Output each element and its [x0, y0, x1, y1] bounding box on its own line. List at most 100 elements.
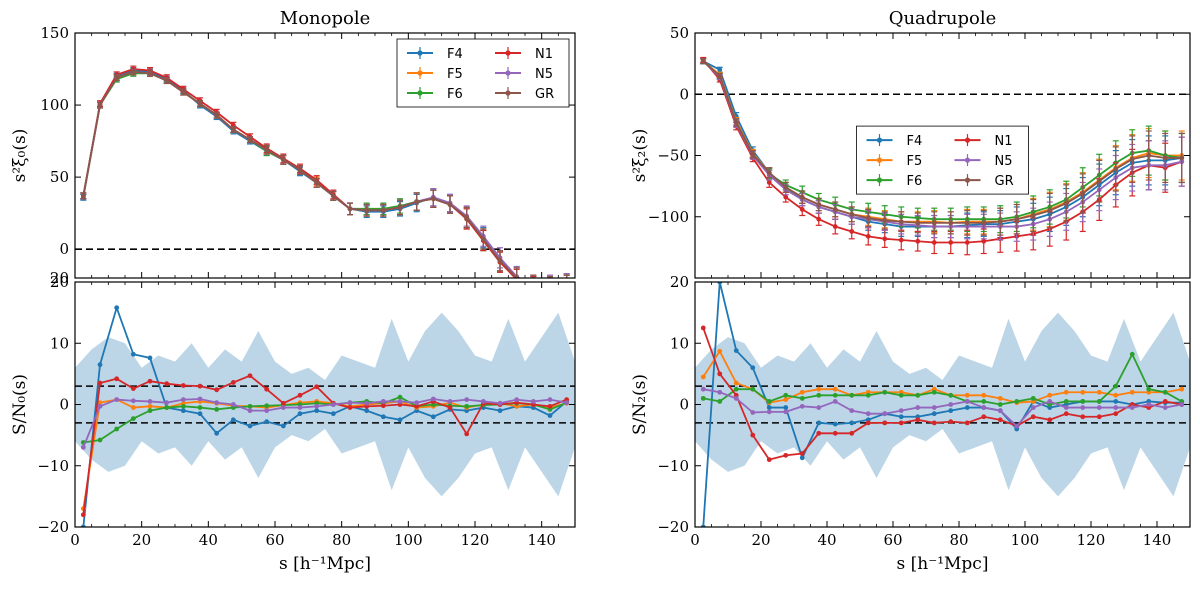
data-point — [915, 392, 921, 398]
data-point — [783, 409, 789, 415]
legend: F4 F5 F6 N1 N5 GR — [396, 38, 570, 108]
data-point — [948, 419, 954, 425]
data-point — [948, 408, 954, 414]
data-point — [1080, 389, 1086, 395]
data-point — [1096, 389, 1102, 395]
y-tick-label: 50 — [670, 24, 689, 42]
data-point — [531, 283, 536, 288]
data-point — [832, 421, 838, 427]
legend-label: F6 — [447, 87, 463, 102]
data-point — [180, 408, 186, 414]
series-line-GR — [702, 60, 1182, 224]
data-point — [931, 240, 937, 245]
data-point — [130, 405, 136, 410]
data-point — [799, 389, 805, 395]
data-point — [832, 392, 838, 398]
y-tick-label: 20 — [670, 273, 689, 291]
x-tick-label: 100 — [394, 531, 423, 549]
data-point — [799, 451, 805, 456]
data-point — [700, 395, 706, 401]
y-tick-label: −100 — [648, 208, 689, 226]
data-point — [882, 389, 888, 395]
data-point — [717, 348, 723, 354]
y-tick-label: −20 — [37, 518, 69, 536]
chart-title: Monopole — [280, 8, 370, 29]
data-point — [548, 284, 553, 289]
data-point — [717, 67, 723, 73]
data-point — [733, 395, 739, 401]
data-point — [1063, 411, 1069, 417]
data-point — [898, 219, 904, 225]
legend-marker — [505, 90, 511, 96]
data-point — [1146, 153, 1152, 158]
data-point — [330, 193, 336, 199]
data-point — [414, 400, 420, 406]
data-point — [750, 410, 756, 415]
data-point — [931, 220, 937, 226]
data-point — [1014, 423, 1020, 429]
data-point — [480, 236, 486, 242]
data-point — [1047, 399, 1053, 404]
data-point — [97, 362, 103, 368]
data-point — [931, 411, 937, 417]
data-point — [397, 417, 403, 423]
legend-label: N1 — [995, 134, 1013, 149]
data-point — [531, 284, 536, 289]
data-point — [164, 78, 170, 83]
data-point — [964, 220, 970, 226]
data-point — [700, 386, 706, 392]
data-point — [865, 411, 871, 417]
series-line-F6 — [703, 352, 1183, 406]
data-point — [832, 430, 838, 436]
data-point — [430, 414, 436, 420]
data-point — [948, 220, 954, 226]
data-point — [783, 405, 789, 410]
data-point — [981, 392, 987, 398]
data-point — [130, 69, 136, 75]
data-point — [447, 405, 453, 410]
data-point — [347, 400, 353, 406]
data-point — [197, 396, 203, 402]
data-point — [280, 423, 286, 429]
data-point — [750, 432, 756, 438]
data-point — [247, 137, 253, 143]
data-point — [717, 73, 723, 79]
data-point — [531, 284, 536, 289]
data-point — [783, 392, 789, 398]
data-point — [464, 403, 470, 409]
x-tick-label: 140 — [1143, 531, 1172, 549]
data-point — [197, 411, 203, 417]
data-point — [981, 220, 987, 226]
x-axis-label: s [h⁻¹Mpc] — [897, 554, 989, 574]
data-point — [330, 411, 336, 417]
legend-item-F6: F6 — [866, 174, 922, 189]
data-point — [230, 417, 236, 423]
data-point — [964, 399, 970, 404]
data-point — [314, 180, 320, 186]
data-point — [564, 283, 569, 288]
data-point — [430, 196, 436, 202]
data-point — [849, 430, 855, 436]
data-point — [97, 437, 103, 443]
series-line-F6 — [702, 60, 1182, 221]
y-tick-label: −50 — [657, 147, 689, 165]
x-tick-label: 40 — [199, 531, 218, 549]
data-point — [531, 283, 536, 288]
data-point — [849, 420, 855, 426]
data-point — [114, 376, 120, 382]
data-point — [414, 403, 420, 409]
data-point — [799, 194, 805, 200]
data-point — [882, 236, 888, 242]
data-point — [364, 408, 370, 414]
series-line-N1 — [702, 327, 1182, 461]
data-point — [314, 384, 320, 390]
data-point — [733, 380, 739, 386]
data-point — [832, 386, 838, 392]
data-point — [497, 408, 503, 414]
y-tick-label: 20 — [50, 273, 69, 291]
data-point — [915, 220, 921, 226]
y-axis-label: s²ξ₂(s) — [630, 129, 650, 183]
x-tick-label: 140 — [527, 531, 556, 549]
y-tick-label: 0 — [679, 396, 689, 414]
